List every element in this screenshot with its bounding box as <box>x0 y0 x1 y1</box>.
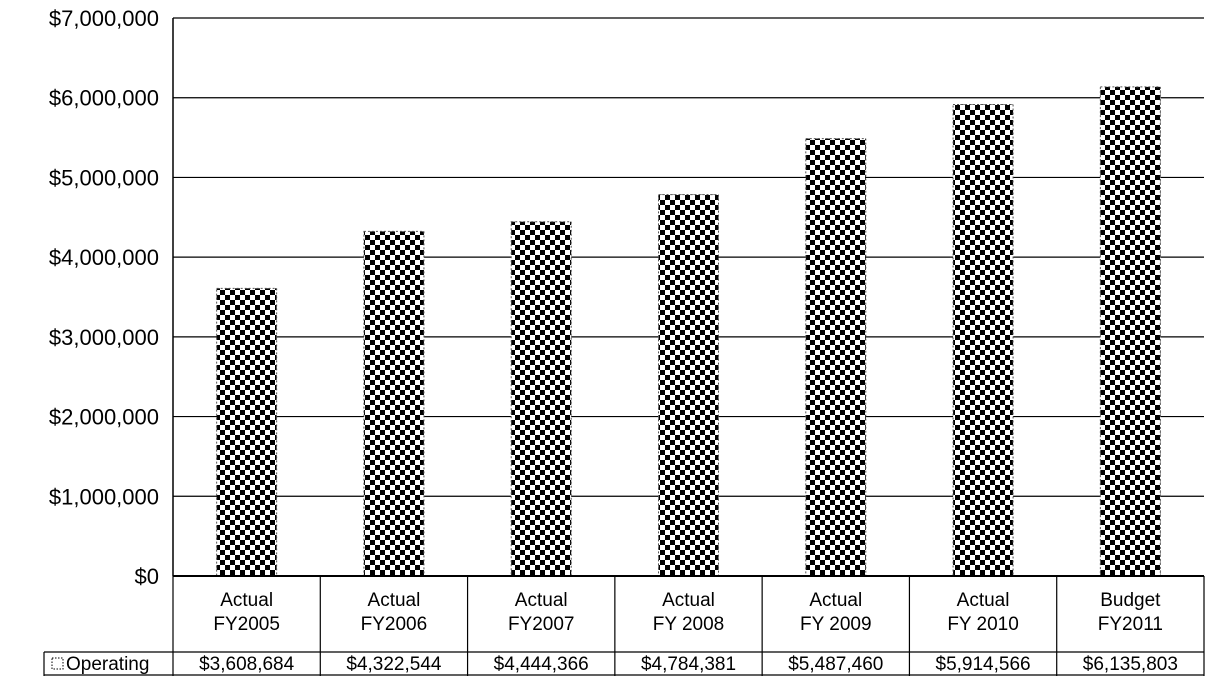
category-label-1-line-1: FY2006 <box>361 614 428 635</box>
y-tick-label-0: $0 <box>135 564 159 589</box>
category-label-4-line-1: FY 2009 <box>800 614 871 635</box>
category-label-0-line-1: FY2005 <box>213 614 280 635</box>
y-tick-label-2: $2,000,000 <box>49 405 159 430</box>
bar-1 <box>363 230 425 577</box>
category-label-2-line-0: Actual <box>515 590 568 611</box>
category-label-5-line-1: FY 2010 <box>947 614 1018 635</box>
table-value-3: $4,784,381 <box>641 654 736 675</box>
bars <box>216 86 1161 577</box>
y-tick-label-6: $6,000,000 <box>49 86 159 111</box>
bar-6 <box>1099 86 1161 577</box>
category-label-4-line-0: Actual <box>809 590 862 611</box>
y-tick-label-4: $4,000,000 <box>49 245 159 270</box>
legend-label-operating: Operating <box>66 654 149 675</box>
category-label-3-line-0: Actual <box>662 590 715 611</box>
category-label-2-line-1: FY2007 <box>508 614 575 635</box>
data-table: Actual FY2005 Actual FY2006 Actual FY2007 Actu… <box>43 575 1205 676</box>
bar-3 <box>658 194 719 577</box>
y-tick-label-5: $5,000,000 <box>49 165 159 190</box>
bar-2 <box>510 221 572 577</box>
category-label-5-line-0: Actual <box>957 590 1010 611</box>
category-label-3-line-1: FY 2008 <box>653 614 724 635</box>
y-tick-label-1: $1,000,000 <box>49 484 159 509</box>
category-label-6-line-0: Budget <box>1100 590 1161 611</box>
y-tick-label-3: $3,000,000 <box>49 325 159 350</box>
category-label-1-line-0: Actual <box>368 590 421 611</box>
category-label-0-line-0: Actual <box>220 590 273 611</box>
table-value-6: $6,135,803 <box>1083 654 1178 675</box>
table-value-1: $4,322,544 <box>346 654 442 675</box>
table-value-2: $4,444,366 <box>494 654 589 675</box>
category-label-6-line-1: FY2011 <box>1098 614 1163 635</box>
legend-key-operating <box>51 657 64 670</box>
bar-0 <box>216 287 278 577</box>
table-value-4: $5,487,460 <box>788 654 883 675</box>
bar-5 <box>952 104 1014 577</box>
table-value-0: $3,608,684 <box>199 654 295 675</box>
table-value-5: $5,914,566 <box>936 654 1031 675</box>
y-axis: $0 $1,000,000 $2,000,000 $3,000,000 $4,000,0… <box>49 6 174 589</box>
y-tick-label-7: $7,000,000 <box>49 6 159 31</box>
bar-4 <box>805 138 867 577</box>
